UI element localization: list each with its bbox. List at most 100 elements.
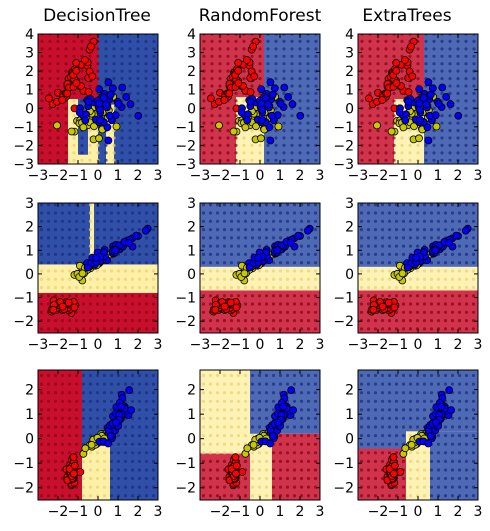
mesh-point xyxy=(88,54,92,58)
data-point xyxy=(243,116,252,125)
mesh-point xyxy=(152,99,156,103)
mesh-point xyxy=(400,143,404,147)
mesh-point xyxy=(72,91,76,95)
mesh-point xyxy=(144,91,148,95)
data-point xyxy=(287,386,296,395)
x-tick-label: 3 xyxy=(316,168,325,184)
mesh-point xyxy=(144,136,148,140)
y-tick-label: 4 xyxy=(25,27,34,43)
mesh-point xyxy=(471,327,476,331)
mesh-point xyxy=(48,77,52,81)
mesh-point xyxy=(443,373,448,378)
mesh-point xyxy=(226,136,230,140)
mesh-point xyxy=(299,244,304,248)
mesh-point xyxy=(151,327,156,331)
mesh-point xyxy=(109,219,114,223)
mesh-point xyxy=(104,39,108,44)
data-point xyxy=(432,418,440,427)
mesh-point xyxy=(250,451,255,455)
mesh-point xyxy=(292,228,297,232)
mesh-point xyxy=(40,54,44,58)
mesh-point xyxy=(278,382,283,386)
mesh-point xyxy=(464,302,469,306)
mesh-point xyxy=(359,203,364,207)
mesh-point xyxy=(152,47,156,51)
mesh-point xyxy=(236,327,241,331)
mesh-point xyxy=(74,294,79,298)
mesh-point xyxy=(95,302,100,306)
mesh-point xyxy=(202,136,206,140)
y-tick-label: 2 xyxy=(25,64,34,80)
x-tick-label: −1 xyxy=(388,168,409,184)
mesh-point xyxy=(39,468,44,472)
mesh-point xyxy=(250,158,254,162)
mesh-point xyxy=(116,277,121,281)
mesh-point xyxy=(450,327,455,331)
mesh-point xyxy=(229,494,234,498)
mesh-point xyxy=(56,114,60,118)
mesh-point xyxy=(380,391,385,395)
mesh-point xyxy=(450,285,455,290)
decision-region xyxy=(250,433,272,500)
mesh-point xyxy=(250,285,255,290)
mesh-point xyxy=(116,228,121,232)
mesh-point xyxy=(258,77,262,81)
mesh-point xyxy=(313,294,318,298)
mesh-point xyxy=(429,408,434,412)
mesh-point xyxy=(243,228,248,232)
mesh-point xyxy=(39,211,44,215)
mesh-point xyxy=(112,69,116,73)
data-point xyxy=(237,108,246,117)
mesh-point xyxy=(88,382,93,386)
mesh-point xyxy=(422,285,427,290)
mesh-point xyxy=(112,143,116,147)
mesh-point xyxy=(64,151,68,155)
mesh-point xyxy=(416,69,420,73)
y-tick-label: 3 xyxy=(345,196,354,212)
mesh-point xyxy=(290,77,294,81)
data-point xyxy=(106,90,115,99)
mesh-point xyxy=(457,228,462,232)
mesh-point xyxy=(457,373,462,378)
mesh-point xyxy=(202,91,206,95)
mesh-point xyxy=(81,228,86,232)
mesh-point xyxy=(218,77,222,81)
mesh-point xyxy=(210,121,214,125)
mesh-point xyxy=(285,319,290,323)
mesh-point xyxy=(243,219,248,223)
mesh-point xyxy=(368,158,372,162)
mesh-point xyxy=(236,494,241,498)
data-point xyxy=(118,83,127,92)
mesh-point xyxy=(400,47,404,51)
mesh-point xyxy=(201,399,206,403)
data-point xyxy=(425,111,434,120)
mesh-point xyxy=(257,416,262,420)
mesh-point xyxy=(152,151,156,155)
mesh-point xyxy=(130,294,135,298)
mesh-point xyxy=(292,442,297,446)
mesh-point xyxy=(243,244,248,248)
mesh-point xyxy=(208,434,213,438)
data-point xyxy=(289,406,298,415)
mesh-point xyxy=(88,151,92,155)
mesh-point xyxy=(39,425,44,429)
mesh-point xyxy=(266,39,270,44)
mesh-point xyxy=(282,39,286,44)
mesh-point xyxy=(109,236,114,240)
mesh-point xyxy=(443,285,448,290)
mesh-point xyxy=(130,451,135,455)
data-point xyxy=(250,72,259,81)
mesh-point xyxy=(313,211,318,215)
mesh-point xyxy=(415,302,420,306)
mesh-point xyxy=(366,228,371,232)
mesh-point xyxy=(457,476,462,481)
mesh-point xyxy=(464,310,469,314)
mesh-point xyxy=(234,136,238,140)
mesh-point xyxy=(202,77,206,81)
mesh-point xyxy=(201,252,206,256)
mesh-point xyxy=(202,62,206,66)
mesh-point xyxy=(264,373,269,378)
mesh-point xyxy=(373,327,378,331)
mesh-point xyxy=(436,442,441,446)
mesh-point xyxy=(242,136,246,140)
